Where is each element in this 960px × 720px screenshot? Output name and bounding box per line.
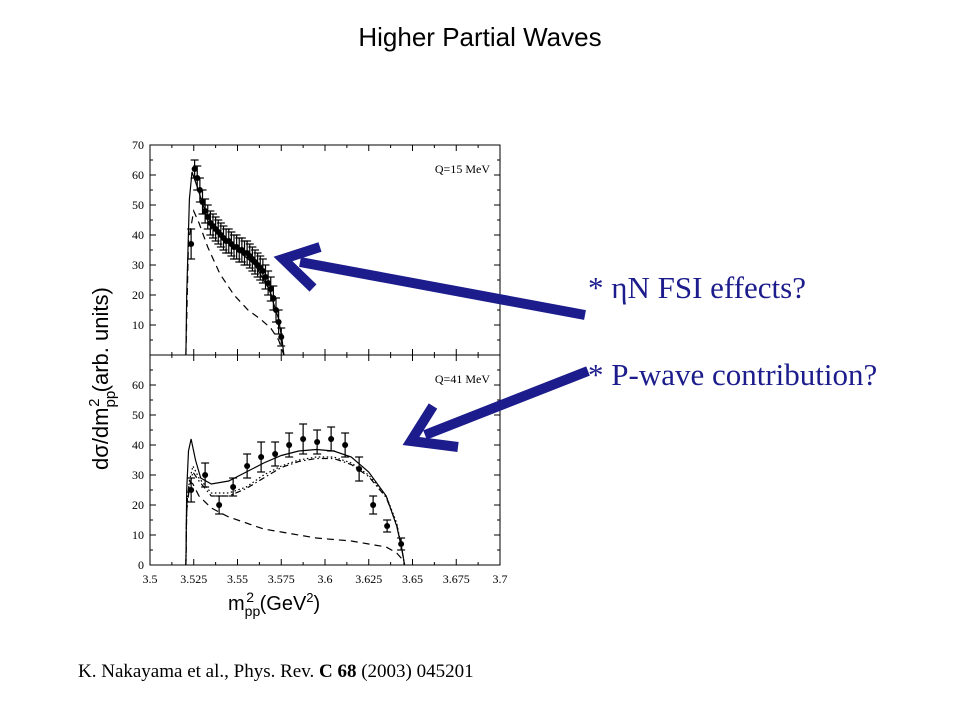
curve-dashed bbox=[185, 479, 406, 566]
data-point bbox=[342, 442, 349, 448]
arrow-pwave bbox=[402, 366, 590, 452]
panel-q15: 10 20 30 40 50 60 70 Q=15 MeV bbox=[132, 138, 501, 356]
citation: K. Nakayama et al., Phys. Rev. C 68 (200… bbox=[78, 661, 474, 683]
data-point bbox=[265, 280, 272, 286]
data-point bbox=[398, 541, 405, 547]
y-tick-label: 40 bbox=[132, 228, 144, 242]
y-tick-label: 60 bbox=[132, 378, 144, 392]
data-point bbox=[278, 334, 285, 340]
panel-label: Q=15 MeV bbox=[435, 162, 490, 176]
x-tick-label: 3.675 bbox=[443, 572, 470, 586]
y-tick-label: 0 bbox=[138, 558, 144, 572]
data-point bbox=[286, 442, 293, 448]
data-point bbox=[199, 199, 206, 205]
x-tick-label: 3.575 bbox=[268, 572, 295, 586]
y-tick-label: 30 bbox=[132, 468, 144, 482]
data-point bbox=[384, 523, 391, 529]
curve-solid bbox=[185, 171, 285, 356]
panel-q41: 0 10 20 30 40 50 60 Q=41 MeV bbox=[132, 354, 501, 572]
y-tick-label: 40 bbox=[132, 438, 144, 452]
x-tick-label: 3.625 bbox=[355, 572, 382, 586]
y-tick-label: 50 bbox=[132, 198, 144, 212]
annotation-p-wave: * P-wave contribution? bbox=[588, 357, 878, 392]
slide-title: Higher Partial Waves bbox=[358, 22, 602, 52]
citation-volume: 68 bbox=[337, 661, 357, 682]
data-point bbox=[314, 439, 321, 445]
annotation-eta-n-fsi: * ηN FSI effects? bbox=[588, 270, 806, 305]
data-point bbox=[258, 454, 265, 460]
y-tick-label: 50 bbox=[132, 408, 144, 422]
x-tick-label: 3.7 bbox=[493, 572, 508, 586]
citation-suffix: (2003) 045201 bbox=[356, 661, 474, 682]
data-point bbox=[328, 436, 335, 442]
data-point bbox=[202, 208, 209, 214]
citation-journal: C bbox=[318, 661, 333, 682]
panel-label: Q=41 MeV bbox=[435, 372, 490, 386]
data-point bbox=[272, 451, 279, 457]
x-axis-label: mpp2 (GeV2) bbox=[228, 589, 320, 619]
curve-dashed bbox=[185, 208, 285, 356]
x-tick-labels: 3.5 3.525 3.55 3.575 3.6 3.625 3.65 3.675 3.7 bbox=[143, 572, 508, 586]
data-point bbox=[259, 268, 266, 274]
panel-frame bbox=[149, 354, 501, 566]
data-point bbox=[300, 436, 307, 442]
data-point bbox=[188, 487, 195, 493]
data-point bbox=[230, 484, 237, 490]
citation-prefix: K. Nakayama et al., Phys. Rev. bbox=[78, 661, 319, 682]
data-point bbox=[204, 214, 211, 220]
y-tick-label: 30 bbox=[132, 258, 144, 272]
x-tick-label: 3.525 bbox=[180, 572, 207, 586]
x-tick-label: 3.65 bbox=[402, 572, 423, 586]
y-tick-label: 70 bbox=[132, 138, 144, 152]
panel-frame bbox=[149, 144, 501, 356]
data-point bbox=[216, 502, 223, 508]
data-point bbox=[191, 166, 198, 172]
arrow-fsi bbox=[273, 242, 586, 320]
curve-dotted bbox=[185, 456, 406, 566]
data-point bbox=[370, 502, 377, 508]
y-tick-label: 60 bbox=[132, 168, 144, 182]
y-tick-label: 10 bbox=[132, 528, 144, 542]
y-tick-label: 20 bbox=[132, 288, 144, 302]
y-axis-label: dσ/dmpp2 (arb. units) bbox=[86, 287, 119, 470]
data-point bbox=[244, 463, 251, 469]
x-tick-label: 3.6 bbox=[318, 572, 333, 586]
data-point bbox=[267, 286, 274, 292]
x-tick-label: 3.55 bbox=[227, 572, 248, 586]
data-point bbox=[275, 319, 282, 325]
data-point bbox=[262, 274, 269, 280]
data-point bbox=[356, 466, 363, 472]
x-tick-label: 3.5 bbox=[143, 572, 158, 586]
y-tick-label: 10 bbox=[132, 318, 144, 332]
data-point bbox=[188, 241, 195, 247]
data-point bbox=[202, 472, 209, 478]
y-tick-label: 20 bbox=[132, 498, 144, 512]
